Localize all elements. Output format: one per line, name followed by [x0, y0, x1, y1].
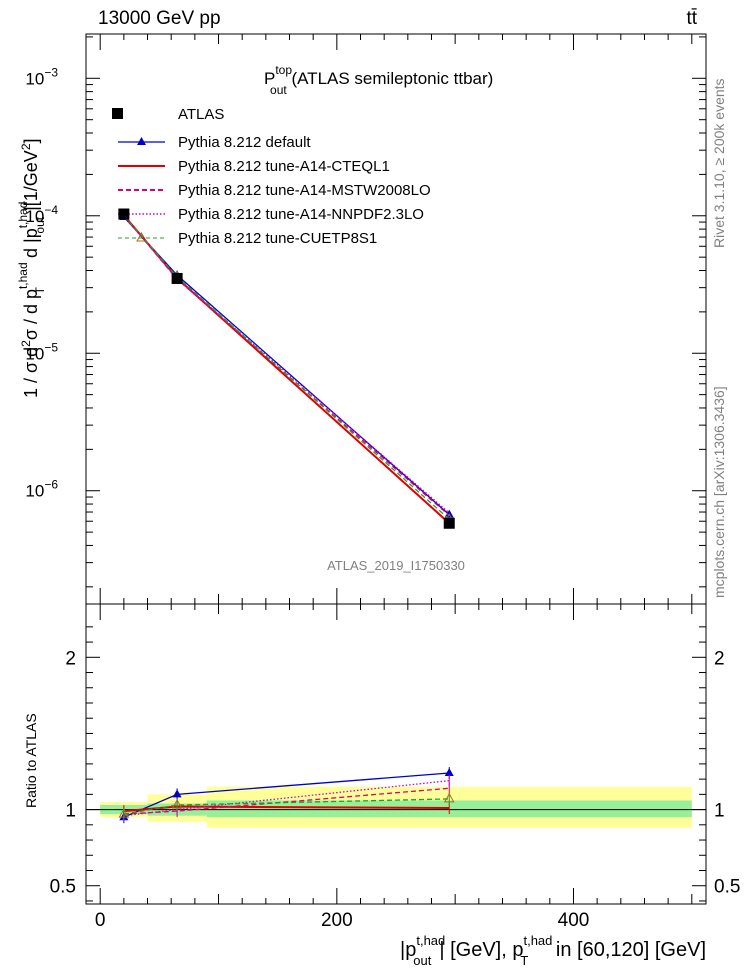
ratio-marker: [443, 792, 455, 803]
ratio-y-ticks: 0.5 0.5 1 1 2 2: [50, 626, 740, 902]
x-axis-label: |pt,had out | [GeV], pt,had T in [60,120] […: [400, 933, 706, 968]
main-data-points: [118, 208, 455, 529]
main-y-tick-label: 10−4: [25, 203, 58, 226]
legend-label-cteql1: Pythia 8.212 tune-A14-CTEQL1: [178, 158, 390, 175]
x-tick-label: 0: [95, 910, 106, 931]
main-y-axis-label: 1 / σ d2σ / d pt,hadT d |pt,had out|[1/Ge…: [16, 138, 47, 398]
ratio-marker: [444, 768, 454, 777]
legend: ATLAS Pythia 8.212 default Pythia 8.212 …: [112, 106, 431, 247]
ratio-marker: [172, 789, 182, 798]
main-y-tick-label: 10−3: [25, 65, 58, 88]
ratio-series-group: [118, 767, 455, 824]
series-line: [123, 215, 450, 514]
legend-label-mstw: Pythia 8.212 tune-A14-MSTW2008LO: [178, 182, 431, 199]
data-point: [443, 517, 455, 529]
ratio-y-tick-label-right: 1: [714, 801, 725, 822]
ratio-y-tick-label-right: 2: [714, 648, 725, 669]
x-tick-labels: 0 200 400: [95, 910, 589, 931]
ratio-x-ticks: [99, 604, 693, 904]
main-y-tick-label: 10−5: [25, 340, 58, 363]
analysis-label: ATLAS_2019_I1750330: [327, 558, 465, 573]
legend-label-default: Pythia 8.212 default: [178, 134, 311, 151]
series-line: [123, 214, 450, 524]
legend-marker-default: [137, 137, 146, 145]
legend-marker-atlas: [112, 108, 123, 119]
main-y-ticks: 10−6 10−5 10−4 10−3: [25, 36, 706, 588]
process-label: tt̄: [686, 8, 697, 29]
ratio-marker: [118, 808, 130, 818]
legend-label-cuetp8s1: Pythia 8.212 tune-CUETP8S1: [178, 230, 377, 247]
legend-label-nnpdf: Pythia 8.212 tune-A14-NNPDF2.3LO: [178, 206, 424, 223]
mcplots-label: mcplots.cern.ch [arXiv:1306.3436]: [711, 386, 727, 598]
main-y-tick-label: 10−6: [25, 478, 58, 501]
ratio-marker: [171, 798, 183, 809]
series-line: [123, 216, 450, 516]
energy-label: 13000 GeV pp: [98, 8, 221, 29]
chart-title: Ptop out (ATLAS semileptonic ttbar): [264, 63, 493, 97]
rivet-version-label: Rivet 3.1.10, ≥ 200k events: [711, 78, 727, 248]
ratio-y-tick-label-right: 0.5: [714, 877, 740, 898]
x-tick-label: 200: [321, 910, 353, 931]
ratio-frame: [85, 603, 707, 905]
main-x-ticks: [99, 34, 693, 604]
legend-marker-cuetp8s1: [136, 231, 147, 242]
ratio-y-axis-label: Ratio to ATLAS: [23, 713, 39, 808]
ratio-panel: 0.5 0.5 1 1 2 2 Ratio to ATLAS: [23, 603, 740, 905]
ratio-series-line: [123, 798, 450, 815]
ratio-y-tick-label: 1: [65, 801, 76, 822]
main-panel: 10−6 10−5 10−4 10−3 Ptop out (ATLAS semilept…: [16, 33, 707, 605]
data-point: [171, 272, 183, 284]
x-tick-label: 400: [558, 910, 590, 931]
ratio-y-tick-label: 2: [65, 648, 76, 669]
series-line: [123, 215, 450, 517]
data-point: [118, 208, 130, 220]
ratio-y-tick-label: 0.5: [50, 877, 76, 898]
main-series-group: [118, 209, 455, 524]
legend-label-atlas: ATLAS: [178, 106, 224, 123]
